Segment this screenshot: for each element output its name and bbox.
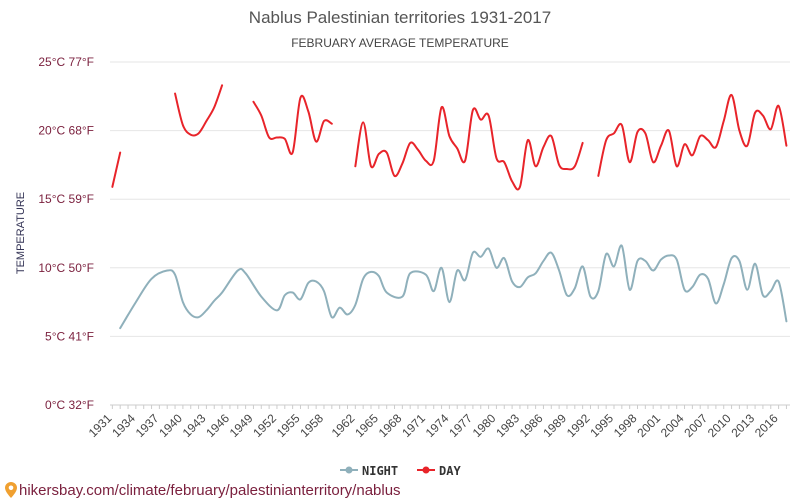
x-tick-label: 1995 [587,411,616,440]
legend-label-night: NIGHT [362,464,398,478]
series-line-day [354,106,584,191]
x-tick-label: 1968 [376,411,405,440]
x-tick-label: 2001 [634,411,663,440]
x-tick-label: 1949 [227,411,256,440]
x-tick-label: 1974 [423,411,452,440]
y-tick-label: 15°C 59°F [38,192,94,206]
legend-marker-day [422,466,430,474]
x-tick-label: 1943 [180,411,209,440]
series-lines [111,84,788,330]
x-tick-label: 1934 [109,411,138,440]
x-tick-label: 2016 [752,411,781,440]
y-axis-label: TEMPERATURE [15,192,27,274]
series-line-day [252,94,333,156]
y-tick-label: 0°C 32°F [45,398,94,412]
y-tick-label: 5°C 41°F [45,329,94,343]
legend-item-night[interactable]: NIGHT [340,464,398,478]
location-pin-icon [5,482,17,498]
y-tick-label: 20°C 68°F [38,124,94,138]
x-tick-label: 1992 [564,411,593,440]
x-tick-label: 1986 [517,411,546,440]
x-tick-label: 1952 [250,411,279,440]
x-tick-label: 1965 [352,411,381,440]
x-tick-label: 2013 [728,411,757,440]
x-axis-ticks: 1931193419371940194319461949195219551958… [86,404,790,440]
x-tick-label: 1980 [470,411,499,440]
x-tick-label: 2004 [658,411,687,440]
legend-item-day[interactable]: DAY [417,464,461,478]
series-line-night [119,244,788,330]
y-tick-label: 25°C 77°F [38,55,94,69]
x-tick-label: 1931 [86,411,115,440]
x-tick-label: 1977 [446,411,475,440]
chart-subtitle: FEBRUARY AVERAGE TEMPERATURE [291,36,509,50]
chart-title: Nablus Palestinian territories 1931-2017 [249,8,551,27]
x-tick-label: 1955 [274,411,303,440]
x-tick-label: 1940 [156,411,185,440]
x-tick-label: 1998 [611,411,640,440]
series-line-day [111,151,122,188]
x-tick-label: 1937 [133,411,162,440]
series-line-day [174,84,224,137]
x-tick-label: 2010 [705,411,734,440]
x-tick-label: 1946 [203,411,232,440]
legend-marker-night [345,466,353,474]
series-line-day [597,93,788,177]
x-tick-label: 1983 [493,411,522,440]
x-tick-label: 1971 [399,411,428,440]
source-url[interactable]: hikersbay.com/climate/february/palestini… [19,482,401,499]
x-tick-label: 2007 [681,411,710,440]
source-link[interactable]: hikersbay.com/climate/february/palestini… [5,482,401,499]
y-tick-label: 10°C 50°F [38,261,94,275]
y-axis-ticks: 0°C 32°F 5°C 41°F 10°C 50°F 15°C 59°F 20°C 6… [38,55,94,412]
x-tick-label: 1989 [540,411,569,440]
legend: NIGHT DAY [340,464,461,478]
x-tick-label: 1962 [329,411,358,440]
legend-label-day: DAY [439,464,461,478]
x-tick-label: 1958 [297,411,326,440]
